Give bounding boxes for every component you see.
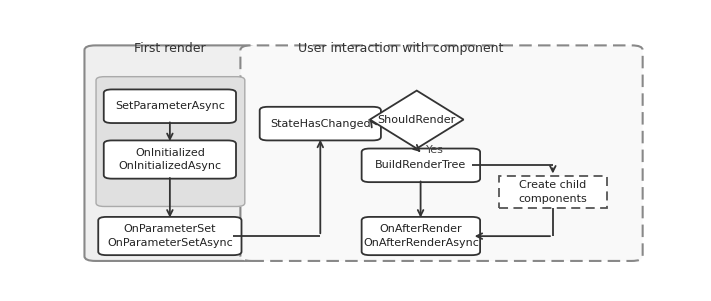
Text: SetParameterAsync: SetParameterAsync bbox=[115, 101, 225, 111]
Text: User interaction with component: User interaction with component bbox=[297, 42, 503, 55]
Text: ShouldRender: ShouldRender bbox=[378, 115, 456, 125]
FancyBboxPatch shape bbox=[104, 140, 236, 179]
FancyBboxPatch shape bbox=[85, 45, 255, 261]
Text: BuildRenderTree: BuildRenderTree bbox=[375, 160, 466, 170]
Text: OnInitialized
OnInitializedAsync: OnInitialized OnInitializedAsync bbox=[118, 148, 221, 171]
FancyBboxPatch shape bbox=[96, 77, 245, 206]
FancyBboxPatch shape bbox=[98, 217, 242, 255]
Text: First render: First render bbox=[134, 42, 205, 55]
FancyBboxPatch shape bbox=[362, 148, 480, 182]
Text: OnParameterSet
OnParameterSetAsync: OnParameterSet OnParameterSetAsync bbox=[107, 225, 232, 248]
Text: Create child
components: Create child components bbox=[519, 180, 587, 203]
FancyBboxPatch shape bbox=[104, 89, 236, 123]
Text: StateHasChanged: StateHasChanged bbox=[270, 119, 370, 129]
Bar bbox=[499, 176, 606, 208]
Polygon shape bbox=[370, 91, 464, 148]
FancyBboxPatch shape bbox=[362, 217, 480, 255]
FancyBboxPatch shape bbox=[240, 45, 643, 261]
Text: Yes: Yes bbox=[426, 145, 444, 155]
FancyBboxPatch shape bbox=[260, 107, 381, 141]
Text: OnAfterRender
OnAfterRenderAsync: OnAfterRender OnAfterRenderAsync bbox=[363, 225, 479, 248]
